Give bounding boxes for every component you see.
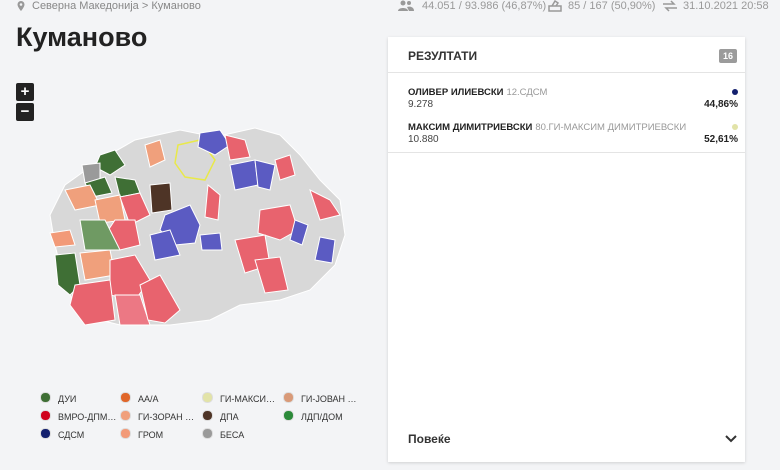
legend-swatch: [202, 410, 213, 421]
results-card: РЕЗУЛТАТИ 16 ОЛИВЕР ИЛИЕВСКИ 12.СДСМ 9.278…: [388, 37, 745, 462]
candidate-color: [732, 89, 738, 95]
legend-swatch: [120, 428, 131, 439]
legend-label: ГИ-ЗОРАН …: [138, 412, 195, 422]
map: [49, 127, 346, 326]
legend-item[interactable]: ДУИ: [40, 392, 76, 404]
legend-swatch: [202, 428, 213, 439]
legend-item[interactable]: ВМРО-ДПМ…: [40, 410, 116, 422]
page-title: Куманово: [16, 22, 148, 52]
legend-swatch: [120, 392, 131, 403]
legend-label: ГИ-МАКСИ…: [220, 394, 275, 404]
candidate-votes: 9.278: [408, 99, 434, 110]
legend-label: ГИ-ЈОВАН …: [301, 394, 357, 404]
candidate-percent: 52,61%: [704, 134, 738, 145]
candidate-name: ОЛИВЕР ИЛИЕВСКИ 12.СДСМ: [408, 87, 547, 98]
legend-swatch: [283, 410, 294, 421]
legend-label: БЕСА: [220, 430, 245, 440]
candidate-votes: 10.880: [408, 134, 439, 145]
legend-label: ДУИ: [58, 394, 77, 404]
legend-label: СДСМ: [58, 430, 85, 440]
legend-item[interactable]: ГРОМ: [120, 428, 163, 440]
breadcrumb-item[interactable]: Куманово: [151, 0, 201, 12]
zoom-in[interactable]: +: [16, 83, 34, 101]
divider: [388, 152, 745, 153]
candidate-name: МАКСИМ ДИМИТРИЕВСКИ 80.ГИ-МАКСИМ ДИМИТРИЕ…: [408, 122, 686, 133]
legend-label: ВМРО-ДПМ…: [58, 412, 117, 422]
legend-item[interactable]: ГИ-ЈОВАН …: [283, 392, 357, 404]
legend-label: ГРОМ: [138, 430, 164, 440]
legend-item[interactable]: ЛДП/ДОМ: [283, 410, 343, 422]
divider: [388, 72, 745, 73]
stations: 85 / 167 (50,90%): [568, 0, 656, 12]
candidate-party: 12.СДСМ: [506, 87, 548, 98]
candidate-name-text: МАКСИМ ДИМИТРИЕВСКИ: [408, 122, 533, 133]
results-title: РЕЗУЛТАТИ: [408, 49, 478, 63]
more-button[interactable]: Повеќе: [408, 432, 451, 446]
turnout: 44.051 / 93.986 (46,87%): [422, 0, 547, 12]
zoom-out[interactable]: −: [16, 103, 34, 121]
legend-label: ДПА: [220, 412, 239, 422]
legend-item[interactable]: СДСМ: [40, 428, 84, 440]
candidate-name-text: ОЛИВЕР ИЛИЕВСКИ: [408, 87, 504, 98]
legend-swatch: [120, 410, 131, 421]
breadcrumb-item[interactable]: Северна Македонија: [32, 0, 139, 12]
legend-item[interactable]: ДПА: [202, 410, 239, 422]
legend-swatch: [40, 428, 51, 439]
sync-icon: [663, 0, 677, 12]
legend-item[interactable]: АА/А: [120, 392, 159, 404]
legend-label: ЛДП/ДОМ: [301, 412, 343, 422]
candidate-color: [732, 124, 738, 130]
location-icon: [17, 1, 25, 11]
legend-item[interactable]: БЕСА: [202, 428, 244, 440]
updated: 31.10.2021 20:58: [683, 0, 769, 12]
legend-swatch: [40, 410, 51, 421]
candidate-percent: 44,86%: [704, 99, 738, 110]
people-icon: [398, 0, 414, 11]
chevron-icon[interactable]: [725, 434, 737, 444]
ballot-icon: [548, 0, 562, 12]
results-badge: 16: [718, 49, 737, 63]
candidate-party: 80.ГИ-МАКСИМ ДИМИТРИЕВСКИ: [535, 122, 687, 133]
legend-swatch: [202, 392, 213, 403]
legend-item[interactable]: ГИ-МАКСИ…: [202, 392, 275, 404]
breadcrumb: Северна Македонија > Куманово: [32, 0, 201, 12]
legend-swatch: [40, 392, 51, 403]
legend-swatch: [283, 392, 294, 403]
legend-label: АА/А: [138, 394, 159, 404]
legend-item[interactable]: ГИ-ЗОРАН …: [120, 410, 194, 422]
